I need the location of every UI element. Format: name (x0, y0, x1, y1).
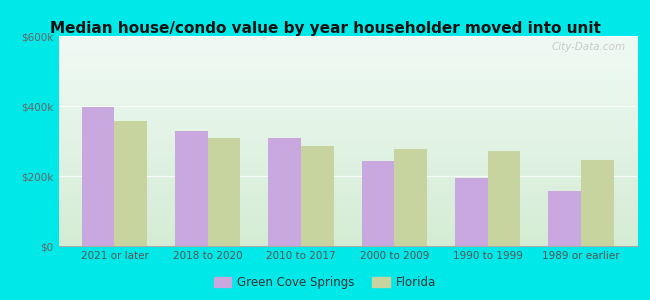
Text: City-Data.com: City-Data.com (551, 42, 625, 52)
Bar (549, 191, 581, 246)
Bar (581, 160, 614, 246)
Text: Median house/condo value by year householder moved into unit: Median house/condo value by year househo… (49, 21, 601, 36)
Bar (455, 178, 488, 246)
Bar (175, 131, 208, 246)
Bar (395, 149, 427, 246)
Legend: Green Cove Springs, Florida: Green Cove Springs, Florida (209, 272, 441, 294)
Bar (268, 138, 301, 246)
Bar (488, 151, 521, 246)
Bar (301, 146, 333, 246)
Bar (362, 161, 395, 246)
Bar (114, 121, 147, 246)
Bar (208, 138, 240, 246)
Bar (82, 107, 114, 246)
